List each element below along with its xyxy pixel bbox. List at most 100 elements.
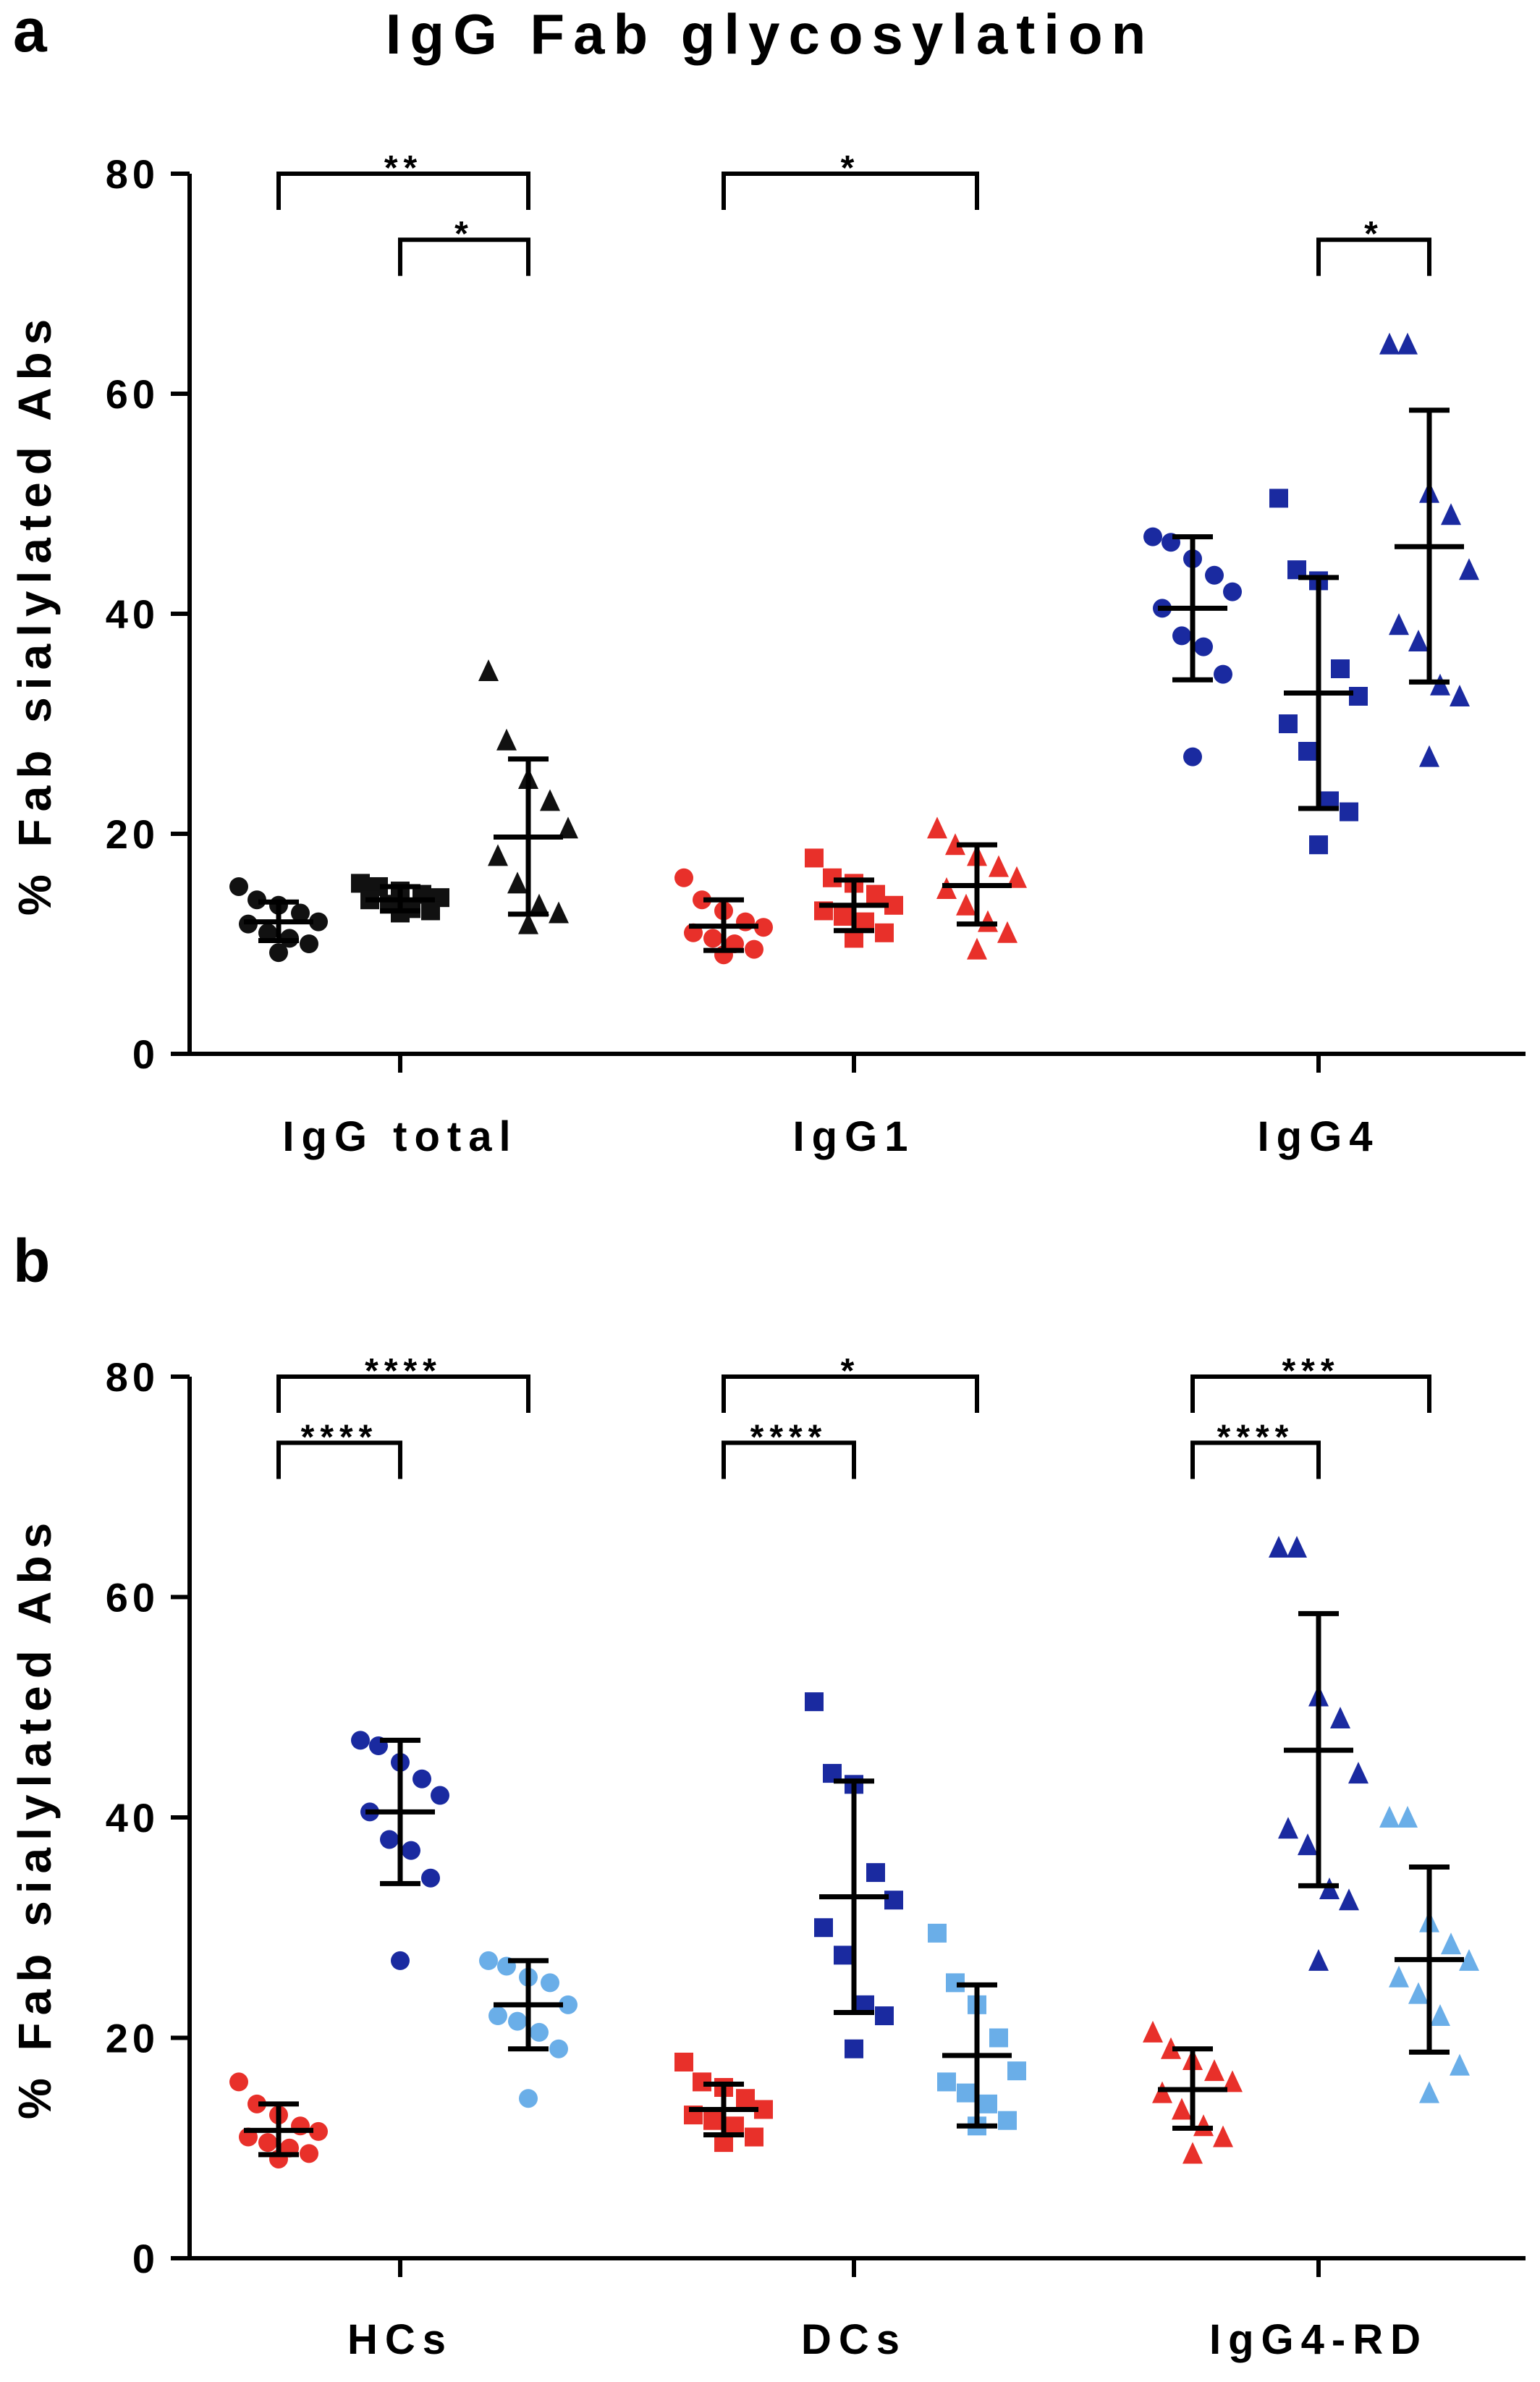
data-point xyxy=(1408,1982,1429,2004)
data-point xyxy=(1172,626,1191,646)
data-point xyxy=(518,912,538,934)
data-point xyxy=(351,874,370,893)
significance-bracket xyxy=(722,172,979,210)
x-category-label: IgG4 xyxy=(1258,1113,1380,1160)
data-point xyxy=(805,1692,824,1712)
x-category-label: DCs xyxy=(801,2316,907,2363)
data-point xyxy=(1223,582,1242,601)
data-point xyxy=(928,1923,947,1943)
data-point xyxy=(309,2121,328,2141)
series-igg-total-black-triangle xyxy=(478,659,578,934)
y-tick-label: 40 xyxy=(106,1795,159,1841)
significance-label: **** xyxy=(1217,1418,1295,1456)
data-point xyxy=(1430,2004,1450,2027)
data-point xyxy=(967,937,987,960)
data-point xyxy=(725,2116,744,2136)
data-point xyxy=(957,2083,976,2103)
data-point xyxy=(693,890,711,910)
data-point xyxy=(508,2011,527,2031)
data-point xyxy=(1379,332,1400,355)
series-dcs-dark_blue-square xyxy=(805,1692,903,2058)
data-point xyxy=(956,893,976,916)
data-point xyxy=(1319,1877,1340,1899)
y-tick-label: 80 xyxy=(106,151,159,197)
series-igg-total-black-circle xyxy=(229,877,328,963)
data-point xyxy=(421,1868,440,1888)
data-point xyxy=(496,728,517,751)
data-point xyxy=(989,2028,1008,2048)
data-point xyxy=(1389,613,1409,635)
data-point xyxy=(229,2072,248,2092)
data-point xyxy=(884,1891,903,1910)
series-igg-total-black-square xyxy=(351,874,449,923)
data-point xyxy=(1298,742,1317,761)
data-point xyxy=(814,1918,833,1938)
data-point xyxy=(1419,745,1439,767)
data-point xyxy=(431,1786,449,1805)
data-point xyxy=(936,877,957,899)
data-point xyxy=(421,901,440,921)
data-point xyxy=(402,1841,420,1860)
y-axis-title: % Fab sialylated Abs xyxy=(9,1516,61,2119)
data-point xyxy=(479,1951,498,1970)
data-point xyxy=(674,868,693,887)
data-point xyxy=(875,923,894,942)
significance-label: **** xyxy=(365,1352,442,1390)
data-point xyxy=(1441,503,1461,525)
data-point xyxy=(1397,332,1418,355)
data-point xyxy=(530,2022,549,2042)
data-point xyxy=(1450,2053,1470,2076)
data-point xyxy=(549,2039,568,2058)
data-point xyxy=(380,1830,399,1849)
figure-title: IgG Fab glycosylation xyxy=(385,2,1155,66)
data-point xyxy=(1213,2125,1233,2147)
data-point xyxy=(866,1863,885,1883)
series-igg4-rd-dark_blue-triangle xyxy=(1269,1535,1368,1971)
significance-label: *** xyxy=(1282,1352,1340,1390)
data-point xyxy=(300,2144,318,2163)
data-point xyxy=(549,901,569,924)
data-point xyxy=(351,1731,370,1750)
y-tick-label: 20 xyxy=(106,2016,159,2061)
significance-bracket xyxy=(276,172,530,210)
data-point xyxy=(834,1946,852,1965)
data-point xyxy=(1193,2114,1214,2137)
significance-bracket xyxy=(722,1374,979,1413)
x-category-label: IgG total xyxy=(282,1113,517,1160)
series-igg4-rd-red-triangle xyxy=(1143,2020,1243,2164)
data-point xyxy=(1152,2081,1172,2103)
data-point xyxy=(1450,685,1470,706)
data-point xyxy=(736,2089,755,2108)
data-point xyxy=(845,2039,863,2058)
series-hcs-dark_blue-circle xyxy=(351,1731,449,1970)
data-point xyxy=(754,918,773,937)
y-tick-label: 80 xyxy=(106,1354,159,1400)
data-point xyxy=(559,1995,578,2014)
data-point xyxy=(1287,1535,1307,1558)
data-point xyxy=(1298,1833,1318,1856)
data-point xyxy=(978,2094,997,2113)
significance-bracket xyxy=(1190,1440,1321,1479)
data-point xyxy=(998,2111,1017,2130)
data-point xyxy=(1348,1762,1368,1784)
data-point xyxy=(1430,673,1450,696)
data-point xyxy=(1339,1888,1359,1911)
significance-bracket xyxy=(276,1374,530,1413)
series-dcs-light_blue-square xyxy=(928,1923,1026,2136)
series-igg4-dark_blue-square xyxy=(1269,489,1368,855)
data-point xyxy=(1214,664,1232,684)
y-tick-label: 60 xyxy=(106,371,159,417)
x-category-label: HCs xyxy=(347,2316,453,2363)
y-axis-title: % Fab sialylated Abs xyxy=(9,312,61,916)
data-point xyxy=(258,2133,277,2153)
data-point xyxy=(703,2111,722,2130)
x-category-label: IgG1 xyxy=(793,1113,915,1160)
data-point xyxy=(1349,687,1368,706)
data-point xyxy=(229,877,248,896)
data-point xyxy=(745,2127,763,2147)
y-tick-label: 20 xyxy=(106,811,159,857)
significance-label: * xyxy=(1364,215,1384,253)
data-point xyxy=(1222,2070,1243,2092)
data-point xyxy=(391,1951,410,1970)
